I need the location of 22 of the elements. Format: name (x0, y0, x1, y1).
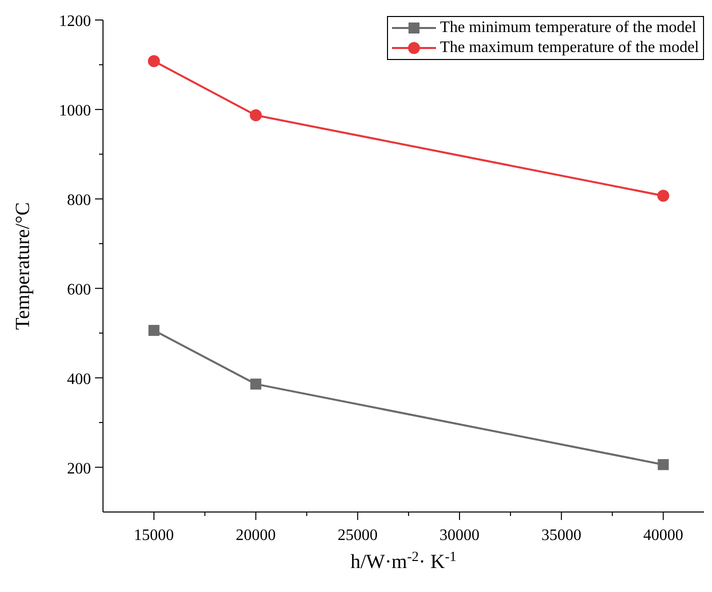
point (250, 378, 262, 390)
legend-label: The maximum temperature of the model (440, 38, 699, 58)
legend-label: The minimum temperature of the model (440, 18, 696, 38)
x-tick-label: 30000 (440, 527, 480, 544)
y-axis-title: Temperature/°C (12, 202, 34, 330)
y-tick-label: 800 (67, 192, 91, 209)
point (658, 459, 669, 470)
point (148, 55, 160, 68)
x-tick-label: 20000 (236, 527, 276, 544)
y-tick-label: 200 (67, 460, 91, 478)
x-tick-label: 35000 (541, 527, 582, 544)
x-tick-label: 15000 (134, 527, 174, 544)
y-tick-label: 1000 (59, 102, 91, 120)
point (250, 109, 262, 122)
y-tick-label: 600 (67, 281, 91, 298)
point (657, 190, 670, 202)
x-tick-label: 40000 (643, 527, 684, 544)
y-tick-label: 400 (67, 370, 91, 388)
y-tick-label: 1200 (59, 13, 91, 30)
x-axis-title: h/W·m$^{-2}$· K$^{-1}$ (350, 550, 457, 573)
x-tick-label: 25000 (338, 527, 378, 544)
point (148, 324, 160, 336)
